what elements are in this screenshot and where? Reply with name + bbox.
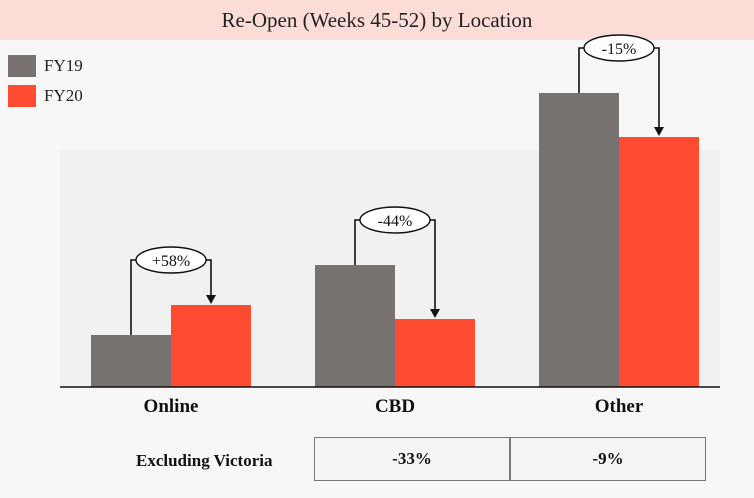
chart-title-bar: Re-Open (Weeks 45-52) by Location (0, 0, 754, 40)
category-label-other: Other (595, 396, 644, 417)
category-label-online: Online (144, 396, 199, 417)
legend-item-fy20: FY20 (8, 84, 83, 108)
legend-label-fy20: FY20 (44, 86, 83, 105)
footer-label: Excluding Victoria (136, 451, 273, 470)
change-arrow-cbd (430, 309, 440, 318)
footer-value-cbd: -33% (314, 437, 510, 481)
chart-title: Re-Open (Weeks 45-52) by Location (221, 7, 533, 32)
change-label-cbd: -44% (378, 213, 413, 230)
bar-other-fy20 (619, 137, 699, 387)
legend-item-fy19: FY19 (8, 54, 83, 78)
bar-online-fy20 (171, 305, 251, 387)
bar-cbd-fy19 (315, 265, 395, 387)
category-label-cbd: CBD (375, 396, 415, 417)
legend-swatch-fy20 (8, 85, 36, 107)
legend-label-fy19: FY19 (44, 56, 83, 75)
change-label-online: +58% (152, 253, 190, 270)
bar-online-fy19 (91, 335, 171, 387)
change-arrow-other (654, 127, 664, 136)
bar-cbd-fy20 (395, 319, 475, 387)
change-arrow-online (206, 295, 216, 304)
change-oval-other (583, 34, 655, 62)
bar-chart: Online +58% CBD -44% Other -15% (60, 34, 720, 417)
bar-other-fy19 (539, 93, 619, 387)
change-oval-online (135, 246, 207, 274)
legend-swatch-fy19 (8, 55, 36, 77)
legend: FY19 FY20 (8, 54, 83, 114)
change-oval-cbd (359, 206, 431, 234)
change-label-other: -15% (602, 41, 637, 58)
footer-value-other: -9% (510, 437, 706, 481)
